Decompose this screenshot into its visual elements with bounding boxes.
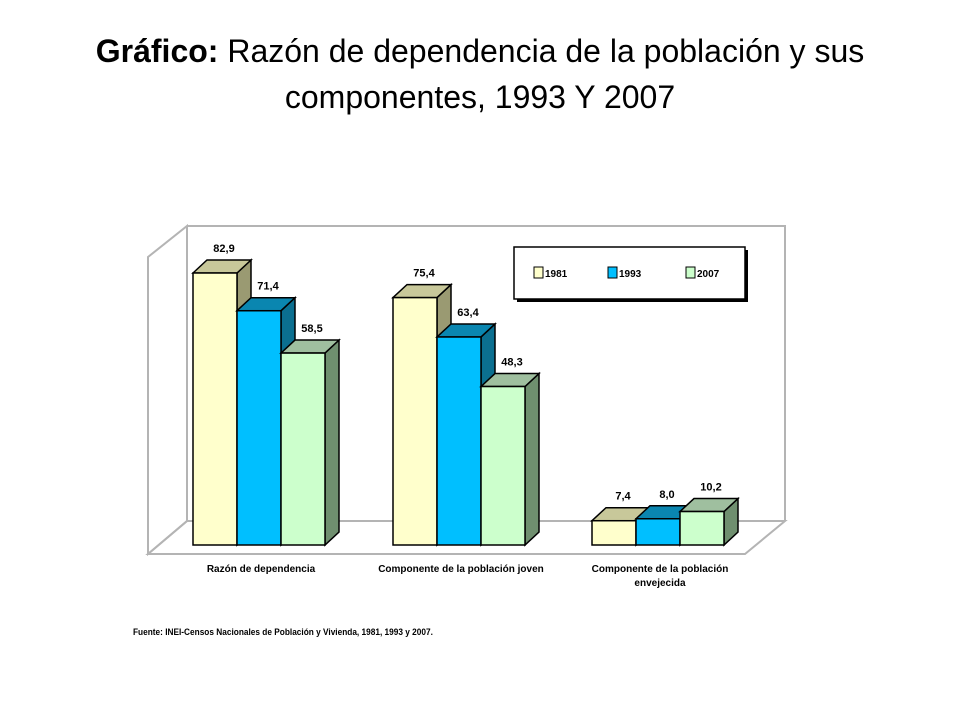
bar-front xyxy=(280,352,326,546)
title-line-1: Gráfico: Razón de dependencia de la pobl… xyxy=(20,28,940,74)
category-label-line: envejecida xyxy=(634,578,686,589)
bar-front xyxy=(480,385,526,546)
category-label-line: Razón de dependencia xyxy=(207,564,316,575)
data-label: 63,4 xyxy=(457,307,479,319)
chart-back-wall xyxy=(187,225,786,521)
bar xyxy=(279,338,341,547)
data-label: 58,5 xyxy=(301,323,322,335)
data-label: 75,4 xyxy=(413,268,435,280)
chart-data-labels: 82,9 75,4 7,4 71,4 63,4 8,0 58,5 48,3 10,2 xyxy=(213,243,721,503)
bar-front xyxy=(679,510,725,546)
legend-swatch xyxy=(685,266,696,279)
legend-box xyxy=(513,246,746,300)
category-label: Componente de la población joven xyxy=(378,564,544,575)
bar-front xyxy=(236,309,282,546)
bar-side xyxy=(324,338,340,547)
category-label-line: Componente de la población joven xyxy=(378,564,544,575)
legend-swatch xyxy=(533,266,544,279)
bar xyxy=(435,322,497,547)
bar-front xyxy=(635,518,681,546)
slide-title: Gráfico: Razón de dependencia de la pobl… xyxy=(20,28,940,120)
chart-bars xyxy=(191,258,740,547)
bar xyxy=(479,371,541,547)
legend-entry: 1981 xyxy=(545,269,568,280)
chart-legend: 1981 1993 2007 xyxy=(513,246,748,302)
category-label: Componente de la población envejecida xyxy=(592,564,729,589)
bar-front xyxy=(591,519,637,546)
bar-side xyxy=(524,371,540,547)
data-label: 10,2 xyxy=(700,482,721,494)
bar xyxy=(678,496,740,547)
title-text: Razón de dependencia de la población y s… xyxy=(227,33,865,69)
legend-entry: 2007 xyxy=(697,269,720,280)
data-label: 71,4 xyxy=(257,281,279,293)
category-label-line: Componente de la población xyxy=(592,564,729,575)
legend-swatch xyxy=(607,266,618,279)
bar-front xyxy=(392,296,438,546)
chart-frame xyxy=(145,223,788,557)
bar-front xyxy=(436,336,482,546)
category-label: Razón de dependencia xyxy=(207,564,316,575)
title-line-2: componentes, 1993 Y 2007 xyxy=(284,79,676,115)
data-label: 8,0 xyxy=(659,489,674,501)
chart-source-note: Fuente: INEI-Censos Nacionales de Poblac… xyxy=(133,627,433,637)
legend-entry: 1993 xyxy=(619,269,642,280)
bar-front xyxy=(192,272,238,546)
title-lead: Gráfico: xyxy=(95,33,219,69)
chart-category-labels: Razón de dependencia Componente de la pob… xyxy=(207,564,729,589)
data-label: 82,9 xyxy=(213,243,234,255)
chart-side-wall xyxy=(147,223,188,557)
data-label: 48,3 xyxy=(501,357,522,369)
chart-floor xyxy=(145,520,788,555)
data-label: 7,4 xyxy=(615,491,631,503)
